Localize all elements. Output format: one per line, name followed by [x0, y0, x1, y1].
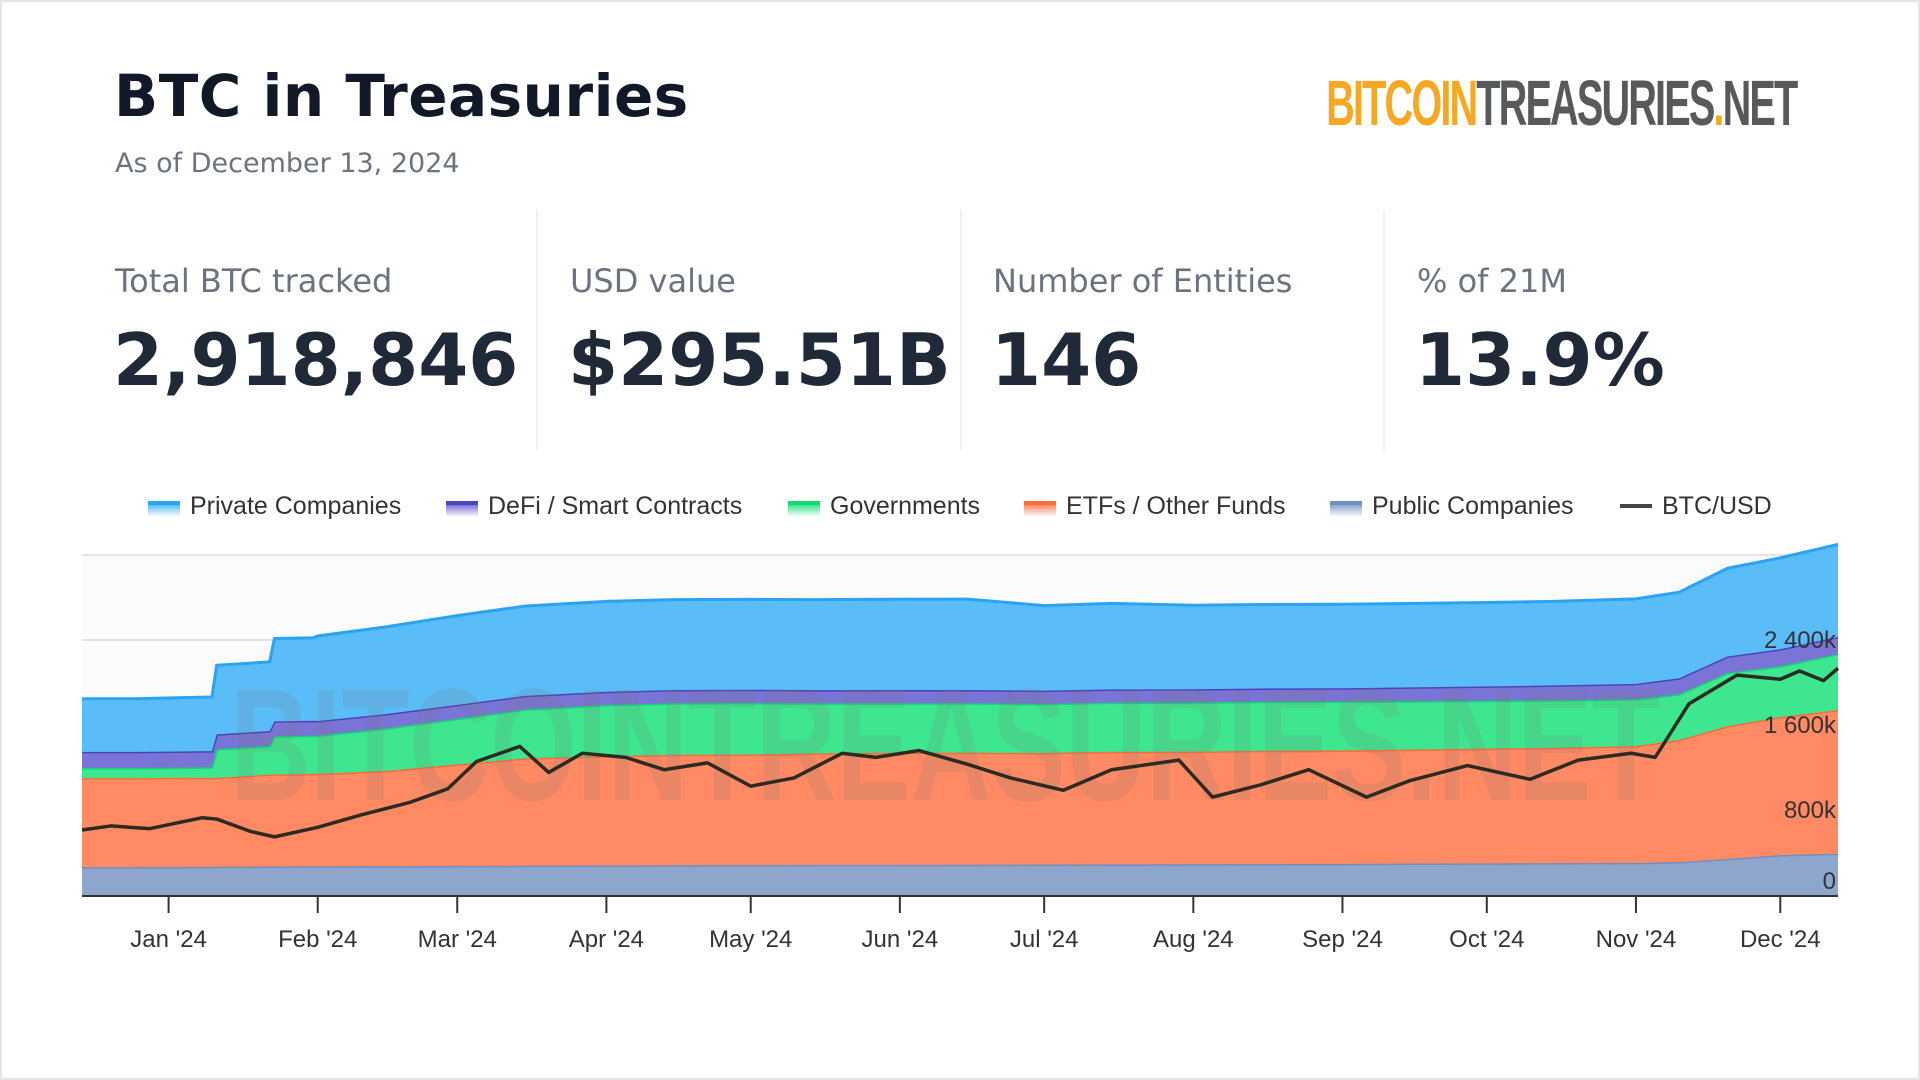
stat-label: % of 21M: [1417, 262, 1567, 300]
x-tick-label: Sep '24: [1302, 926, 1383, 953]
legend-label: Public Companies: [1372, 491, 1574, 520]
y-tick-label: 800k: [1784, 797, 1837, 824]
stat-divider: [960, 210, 962, 450]
y-tick-label: 0: [1823, 868, 1836, 895]
legend-swatch-defi: [446, 501, 478, 517]
legend-label: Private Companies: [190, 491, 402, 520]
legend-item-btc-usd[interactable]: BTC/USD: [1620, 488, 1772, 524]
btc-usd-line-group: [81, 666, 1840, 839]
x-tick-label: May '24: [709, 926, 792, 953]
legend-item-governments[interactable]: Governments: [788, 488, 980, 524]
stat-value: $295.51B: [568, 318, 951, 402]
y-axis: 0 800k 1 600k 2 400k: [1764, 627, 1837, 895]
logo-part-treasuries: TREASURIES: [1475, 67, 1715, 139]
logo-dot: .: [1713, 67, 1724, 139]
legend-item-private-companies[interactable]: Private Companies: [148, 488, 401, 524]
x-axis: Jan '24 Feb '24 Mar '24 Apr '24 May '24 Jun '…: [82, 895, 1838, 953]
legend-item-public-companies[interactable]: Public Companies: [1330, 488, 1574, 524]
stat-label: Total BTC tracked: [115, 262, 393, 300]
x-tick-label: Aug '24: [1153, 926, 1234, 953]
legend-label: ETFs / Other Funds: [1066, 491, 1286, 520]
stat-label: Number of Entities: [993, 262, 1293, 300]
stat-divider: [1383, 210, 1385, 450]
bitcointreasuries-logo[interactable]: BITCOINTREASURIES.NET: [1325, 66, 1798, 140]
legend-label: Governments: [830, 491, 981, 520]
x-tick-label: Apr '24: [569, 926, 644, 953]
page-title: BTC in Treasuries: [114, 62, 689, 130]
x-tick-label: Feb '24: [278, 926, 357, 953]
chart-legend: Private Companies DeFi / Smart Contracts…: [0, 488, 1920, 524]
legend-item-defi[interactable]: DeFi / Smart Contracts: [446, 488, 742, 524]
legend-swatch-public: [1330, 501, 1362, 517]
x-tick-label: Jun '24: [862, 926, 939, 953]
legend-label: BTC/USD: [1662, 491, 1772, 520]
x-tick-label: Jan '24: [130, 926, 207, 953]
area-edge-etfs-other-funds: [82, 708, 1839, 780]
x-tick-label: Nov '24: [1596, 926, 1677, 953]
y-tick-label: 1 600k: [1764, 712, 1837, 739]
x-tick-label: Mar '24: [418, 926, 497, 953]
stat-divider: [536, 210, 538, 450]
stat-value: 146: [991, 318, 1142, 402]
watermark: BITCOINTREASURIES.NET: [230, 655, 1660, 834]
stat-value: 2,918,846: [113, 318, 519, 402]
area-edge-private-companies: [82, 542, 1839, 701]
legend-label: DeFi / Smart Contracts: [488, 491, 743, 520]
legend-swatch-etfs: [1024, 501, 1056, 517]
logo-part-bitcoin: BITCOIN: [1325, 67, 1478, 139]
area-private-companies[interactable]: [82, 544, 1838, 752]
y-tick-label: 2 400k: [1764, 627, 1837, 654]
x-tick-label: Dec '24: [1740, 926, 1821, 953]
stats-row: Total BTC tracked 2,918,846 USD value $2…: [0, 210, 1920, 450]
legend-swatch-btc-usd: [1620, 504, 1652, 508]
logo-part-net: NET: [1722, 67, 1798, 139]
legend-item-etfs[interactable]: ETFs / Other Funds: [1024, 488, 1286, 524]
legend-swatch-governments: [788, 501, 820, 517]
area-etfs-other-funds[interactable]: [82, 710, 1838, 868]
btc-usd-line[interactable]: [81, 666, 1840, 839]
as-of-date: As of December 13, 2024: [115, 148, 460, 179]
legend-swatch-private: [148, 501, 180, 517]
stat-label: USD value: [570, 262, 736, 300]
stat-value: 13.9%: [1415, 318, 1665, 402]
x-tick-label: Oct '24: [1449, 926, 1524, 953]
x-tick-label: Jul '24: [1010, 926, 1079, 953]
area-defi-smart-contracts[interactable]: [82, 636, 1838, 769]
